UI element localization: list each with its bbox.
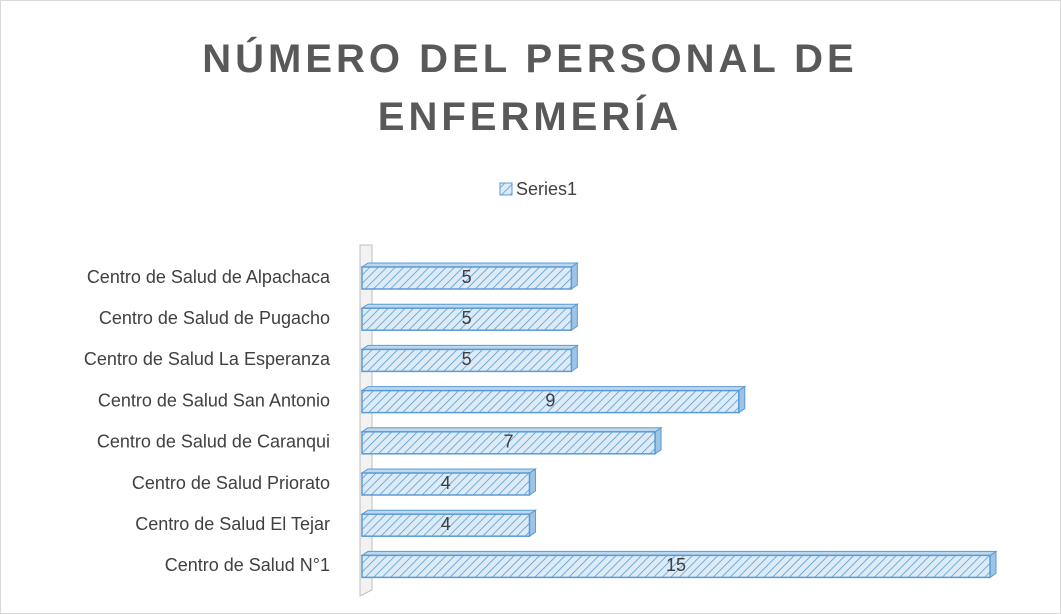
bar [361, 431, 656, 455]
axis-wall [359, 244, 373, 597]
data-label: 5 [462, 308, 472, 328]
chart-title: NÚMERO DEL PERSONAL DE ENFERMERÍA [202, 37, 858, 139]
y-tick-label: Centro de Salud N°1 [165, 555, 330, 575]
data-label: 9 [545, 390, 555, 410]
bar [361, 554, 991, 579]
y-tick-label: Centro de Salud La Esperanza [84, 349, 331, 369]
data-label: 15 [666, 555, 686, 575]
data-label: 4 [441, 473, 451, 493]
legend-swatch [499, 182, 513, 196]
data-label: 5 [462, 349, 472, 369]
bar [361, 513, 531, 537]
y-tick-label: Centro de Salud de Caranqui [97, 432, 330, 452]
bar [361, 307, 573, 331]
legend-label: Series1 [516, 179, 577, 199]
y-tick-label: Centro de Salud El Tejar [135, 514, 330, 534]
data-label: 5 [462, 267, 472, 287]
bar [361, 348, 573, 373]
y-tick-label: Centro de Salud Priorato [132, 473, 330, 493]
bar [361, 389, 740, 414]
y-tick-label: Centro de Salud San Antonio [98, 390, 330, 410]
bar [361, 472, 531, 496]
y-tick-label: Centro de Salud de Alpachaca [87, 267, 331, 287]
bar [361, 266, 573, 290]
y-tick-label: Centro de Salud de Pugacho [99, 308, 330, 328]
data-label: 7 [504, 432, 514, 452]
data-label: 4 [441, 514, 451, 534]
